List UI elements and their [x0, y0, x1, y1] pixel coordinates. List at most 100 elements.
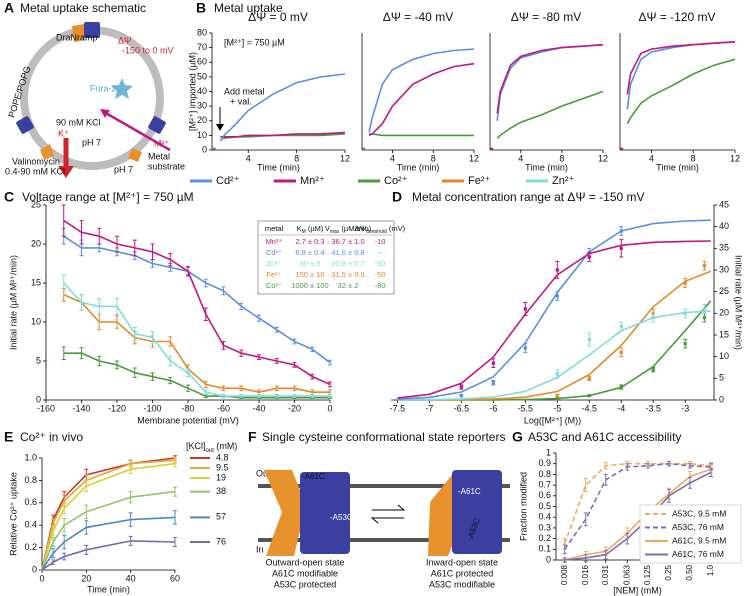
y-tick-label: 30 [197, 101, 207, 111]
x-tick-label: 40 [126, 573, 136, 583]
ionophore-shape [40, 144, 54, 160]
x-tick-label: -3.5 [645, 403, 661, 413]
error-bar [274, 385, 279, 392]
chart-title: ΔΨ = -120 mV [638, 10, 715, 24]
error-bar [79, 220, 84, 245]
y-axis-label: Initial rate (µM M²⁺/min) [8, 255, 18, 350]
caption: Inward-open state [426, 557, 498, 567]
error-bar [257, 394, 261, 399]
chart-title: Voltage range at [M²⁺] = 750 µM [22, 190, 194, 204]
error-bar [603, 549, 608, 560]
error-bar [619, 321, 624, 332]
series-line [63, 235, 331, 364]
dye-star [111, 78, 133, 99]
transporter-shape [84, 22, 100, 38]
x-tick-label: -5 [553, 403, 561, 413]
legend-title-part: [KCl] [186, 441, 206, 451]
error-bar [128, 512, 133, 527]
error-bar [51, 548, 56, 559]
table-header-part: V [325, 224, 330, 233]
x-tick-label: 0.031 [601, 564, 610, 585]
x-axis-label: Time (min) [525, 162, 568, 172]
table-box [257, 220, 395, 295]
series-line [63, 282, 330, 397]
x-tick-label: 8 [691, 153, 696, 163]
x-tick-label: 8 [559, 153, 564, 163]
fit-line [397, 270, 712, 401]
y-tick-label: 0 [32, 564, 37, 574]
y-tick-label: 1 [546, 447, 551, 457]
y-axis-label: Relative Co²⁺ uptake [8, 472, 18, 556]
series-line [41, 459, 176, 571]
panel-letter: A [4, 0, 14, 16]
x-tick-label: 0.125 [643, 564, 652, 585]
legend-label: Cd²⁺ [216, 175, 240, 187]
series-line [41, 462, 176, 571]
x-tick-label: 0.063 [622, 564, 631, 585]
error-bar [221, 385, 226, 392]
equilibrium-arrow [370, 517, 404, 524]
x-tick-label: -7 [425, 403, 433, 413]
table-cell: -50 [375, 259, 386, 268]
y-tick-label: 0.7 [538, 479, 551, 489]
table-cell: 36.7 ± 1.0 [331, 237, 364, 246]
error-bar [274, 326, 279, 333]
error-bar [646, 463, 651, 469]
x-tick-label: 8 [431, 153, 436, 163]
error-bar [115, 360, 119, 370]
x-tick-label: -3 [681, 403, 689, 413]
error-bar [97, 227, 102, 245]
legend-label: A61C, 9.5 mM [672, 535, 726, 545]
error-bar [79, 347, 84, 360]
error-bar [555, 291, 560, 301]
legend-title: [KCl]out (mM) [186, 441, 237, 453]
error-bar [97, 355, 102, 367]
y-tick-label: 5 [36, 355, 41, 365]
label: Valinomycin [12, 156, 60, 166]
chart-title: Metal concentration range at ΔΨ = -150 m… [412, 190, 645, 204]
series-line [63, 293, 330, 394]
table-header-part: K [297, 224, 302, 233]
x-axis-label: Time (min) [87, 584, 130, 594]
series-line [620, 41, 736, 150]
table-header: KM (µM) [297, 224, 324, 235]
x-tick-label: -160 [37, 403, 55, 413]
series-line [564, 462, 712, 550]
table-cell: 150 ± 10 [295, 270, 324, 279]
y-tick-label: 10 [197, 130, 207, 140]
y-tick-label: 1.0 [24, 452, 37, 462]
error-bar [203, 307, 208, 321]
y-tick-label: 0.4 [24, 520, 37, 530]
table-cell: -10 [375, 237, 386, 246]
error-bar [61, 274, 66, 292]
error-bar [683, 338, 688, 349]
error-bar [688, 463, 693, 469]
error-bar [173, 510, 177, 525]
error-bar [625, 532, 630, 545]
error-bar [619, 347, 624, 358]
error-bar [173, 486, 177, 497]
error-bar [173, 537, 177, 547]
error-bar [625, 463, 630, 471]
error-bar [562, 557, 567, 563]
y-tick-label: 15 [719, 329, 729, 339]
error-bar [79, 294, 84, 311]
table-cell: Fe²⁺ [266, 270, 281, 279]
table-header: Vmax (µM/min) [325, 224, 372, 235]
error-bar [491, 380, 496, 386]
x-tick-label: 4 [649, 153, 654, 163]
legend-label: 4.8 [216, 452, 229, 462]
x-tick-label: -7.5 [390, 403, 406, 413]
y-tick-label: 0.2 [538, 533, 551, 543]
error-bar [239, 385, 244, 392]
transporter-shape [72, 24, 84, 42]
x-axis-label: Time (min) [397, 162, 440, 172]
table-cell: Co²⁺ [266, 281, 282, 290]
x-axis-label: [NEM] (mM) [613, 585, 662, 595]
error-bar [310, 373, 315, 380]
error-bar [328, 359, 332, 366]
x-tick-label: -5.5 [518, 403, 534, 413]
error-bar [84, 504, 89, 519]
legend-label: Fe²⁺ [468, 175, 491, 187]
